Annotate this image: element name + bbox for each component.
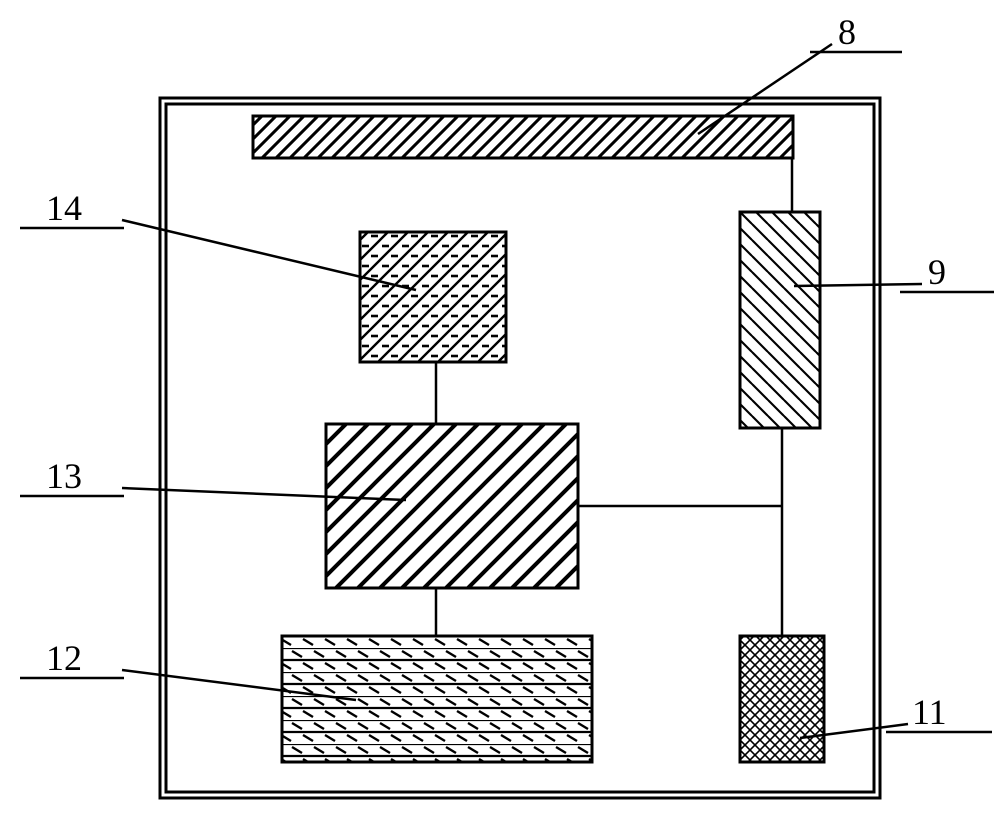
block-8 bbox=[253, 116, 793, 158]
label-14: 14 bbox=[46, 190, 82, 226]
label-11: 11 bbox=[912, 694, 947, 730]
block-9 bbox=[740, 212, 820, 428]
block-14 bbox=[360, 232, 506, 362]
block-12 bbox=[282, 636, 592, 762]
diagram-svg bbox=[0, 0, 1000, 821]
label-9: 9 bbox=[928, 254, 946, 290]
diagram-stage: 8 9 11 12 13 14 bbox=[0, 0, 1000, 821]
label-8: 8 bbox=[838, 14, 856, 50]
block-13 bbox=[326, 424, 578, 588]
label-12: 12 bbox=[46, 640, 82, 676]
label-13: 13 bbox=[46, 458, 82, 494]
block-11 bbox=[740, 636, 824, 762]
